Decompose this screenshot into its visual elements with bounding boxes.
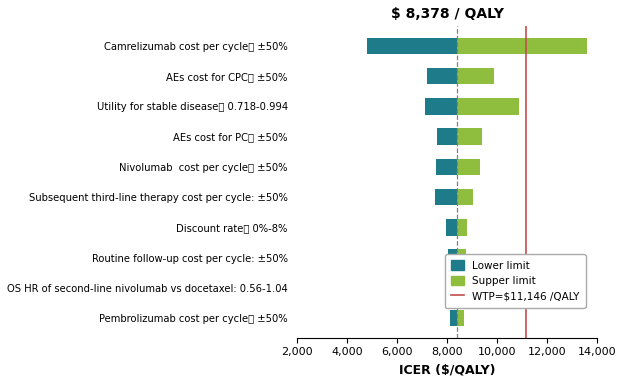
Bar — [425, 98, 457, 115]
Bar — [446, 219, 457, 236]
Bar — [449, 249, 457, 266]
Bar — [450, 310, 457, 326]
Title: $ 8,378 / QALY: $ 8,378 / QALY — [391, 7, 503, 21]
Bar — [457, 128, 482, 145]
Bar — [435, 189, 457, 205]
Bar — [427, 68, 457, 85]
X-axis label: ICER ($/QALY): ICER ($/QALY) — [399, 363, 495, 376]
Bar — [457, 249, 466, 266]
Bar — [457, 189, 473, 205]
Bar — [457, 38, 587, 54]
Bar — [457, 98, 520, 115]
Bar — [436, 159, 457, 175]
Bar — [457, 68, 495, 85]
Bar — [451, 280, 457, 296]
Bar — [457, 219, 467, 236]
Bar — [437, 128, 457, 145]
Bar — [457, 310, 464, 326]
Bar — [368, 38, 457, 54]
Legend: Lower limit, Supper limit, WTP=$11,146 /QALY: Lower limit, Supper limit, WTP=$11,146 /… — [445, 254, 586, 308]
Bar — [457, 280, 462, 296]
Bar — [457, 159, 480, 175]
